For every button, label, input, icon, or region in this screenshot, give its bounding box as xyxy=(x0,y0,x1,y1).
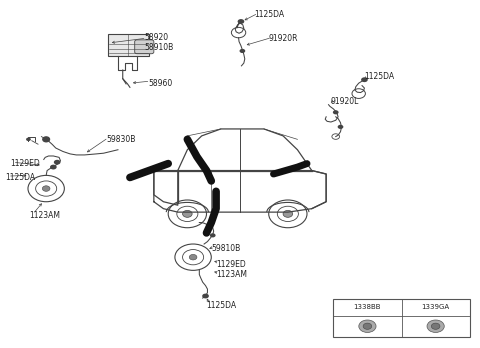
Circle shape xyxy=(240,49,245,53)
Circle shape xyxy=(361,77,368,82)
Text: 91920R: 91920R xyxy=(269,34,298,43)
Text: 58960: 58960 xyxy=(148,79,172,88)
Circle shape xyxy=(432,323,440,329)
Circle shape xyxy=(189,254,197,260)
Circle shape xyxy=(359,320,376,332)
Circle shape xyxy=(427,320,444,332)
Circle shape xyxy=(333,110,338,114)
Text: 1129ED: 1129ED xyxy=(10,159,40,168)
Circle shape xyxy=(210,233,216,237)
Circle shape xyxy=(50,165,57,169)
Text: 1125DA: 1125DA xyxy=(206,301,237,310)
FancyBboxPatch shape xyxy=(108,34,149,56)
Text: 1129ED: 1129ED xyxy=(216,260,246,269)
Text: 1339GA: 1339GA xyxy=(421,304,450,310)
Circle shape xyxy=(42,186,50,191)
Text: 1123AM: 1123AM xyxy=(29,211,60,220)
Text: 58920
58910B: 58920 58910B xyxy=(144,33,174,52)
Text: 1125DA: 1125DA xyxy=(5,173,36,182)
Text: 1125DA: 1125DA xyxy=(254,10,285,19)
Circle shape xyxy=(363,323,372,329)
Circle shape xyxy=(207,224,213,228)
Text: 1123AM: 1123AM xyxy=(216,270,247,279)
Circle shape xyxy=(337,125,343,129)
Circle shape xyxy=(202,294,209,299)
Circle shape xyxy=(54,160,60,165)
Circle shape xyxy=(26,137,31,141)
Text: 59830B: 59830B xyxy=(106,135,135,144)
FancyBboxPatch shape xyxy=(135,40,154,54)
Circle shape xyxy=(283,211,293,218)
Text: 1125DA: 1125DA xyxy=(364,72,395,81)
Text: 91920L: 91920L xyxy=(331,97,360,106)
Circle shape xyxy=(182,211,192,218)
Circle shape xyxy=(43,137,49,142)
Bar xyxy=(333,299,470,337)
Text: 59810B: 59810B xyxy=(211,244,240,253)
Text: 1338BB: 1338BB xyxy=(354,304,381,310)
Circle shape xyxy=(238,19,244,24)
